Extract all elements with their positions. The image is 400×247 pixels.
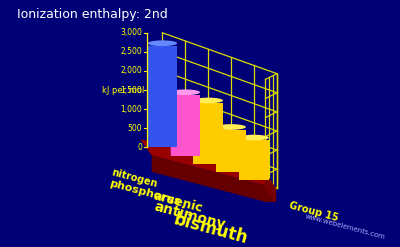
Polygon shape [170,95,200,156]
Text: kJ per mol: kJ per mol [102,85,144,95]
Text: 2,500: 2,500 [120,47,142,56]
Polygon shape [194,103,223,164]
Polygon shape [265,172,276,205]
Text: Ionization enthalpy: 2nd: Ionization enthalpy: 2nd [18,8,168,21]
Polygon shape [216,124,231,172]
Text: www.webelements.com: www.webelements.com [304,213,386,240]
Polygon shape [239,141,269,180]
Text: phosphorus: phosphorus [108,178,181,207]
Polygon shape [239,135,269,141]
Text: 1,000: 1,000 [120,105,142,114]
Text: 2,000: 2,000 [120,66,142,75]
Text: Group 15: Group 15 [288,201,340,223]
Polygon shape [194,98,223,103]
Polygon shape [170,89,185,156]
Polygon shape [152,156,276,205]
Text: nitrogen: nitrogen [110,168,158,190]
Polygon shape [216,130,246,172]
Text: antimony: antimony [152,200,227,232]
Text: arsenic: arsenic [152,189,204,215]
Polygon shape [148,40,162,147]
Text: 500: 500 [127,124,142,133]
Polygon shape [239,135,254,180]
Polygon shape [148,46,177,147]
Polygon shape [216,124,246,130]
Text: 0: 0 [137,143,142,152]
Polygon shape [194,98,208,164]
Text: bismuth: bismuth [172,210,250,247]
Polygon shape [140,139,276,188]
Text: 3,000: 3,000 [120,28,142,37]
Polygon shape [148,40,177,46]
Polygon shape [170,89,200,95]
Text: 1,500: 1,500 [120,85,142,95]
